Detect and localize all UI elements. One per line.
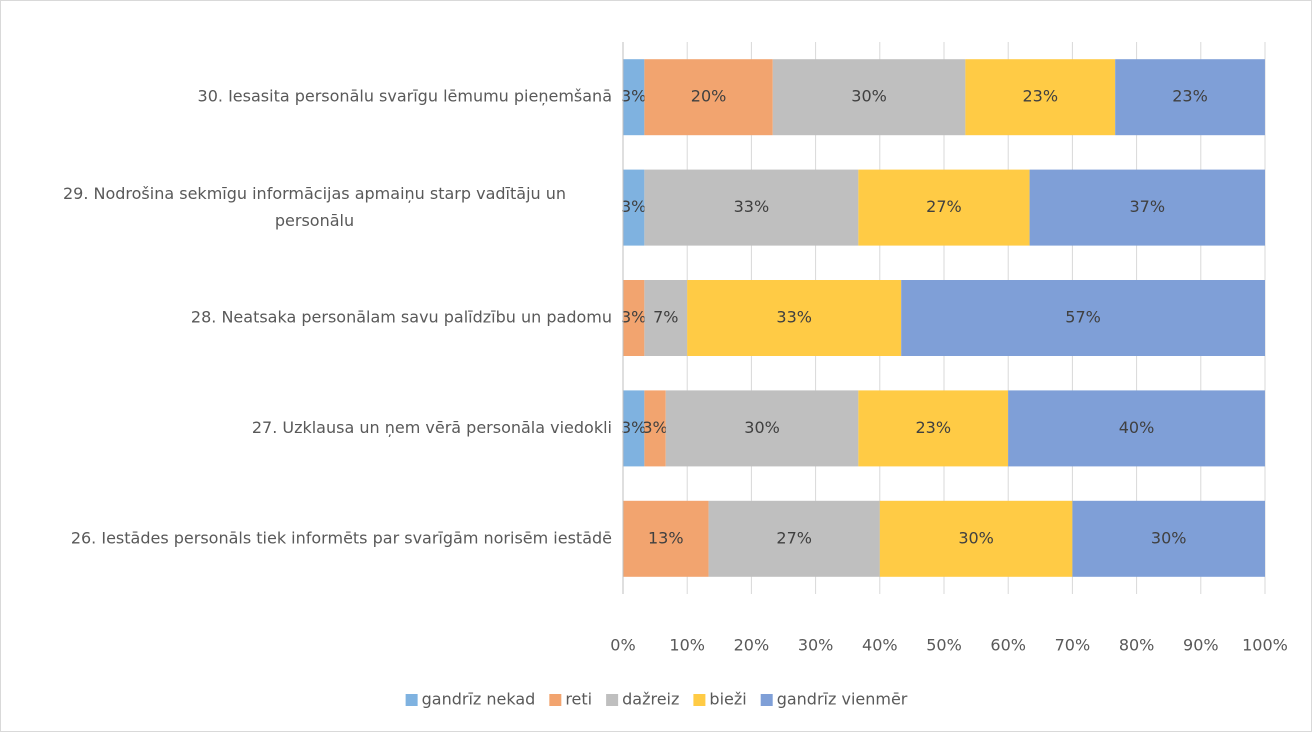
y-tick-label: 27. Uzklausa un ņem vērā personāla viedo… xyxy=(252,418,612,437)
y-tick-label: 29. Nodrošina sekmīgu informācijas apmai… xyxy=(63,184,566,230)
data-label: 57% xyxy=(1065,308,1101,327)
data-label: 23% xyxy=(1172,87,1208,106)
data-label: 33% xyxy=(734,197,770,216)
x-tick-label: 40% xyxy=(862,636,898,655)
bar-segment xyxy=(879,500,1073,577)
legend-label: bieži xyxy=(709,690,746,709)
bar-segment xyxy=(644,59,773,136)
data-label: 40% xyxy=(1119,418,1155,437)
bar-segment xyxy=(623,500,709,577)
x-tick-label: 0% xyxy=(610,636,635,655)
data-label: 7% xyxy=(653,308,678,327)
legend-label: reti xyxy=(565,690,592,709)
data-label: 3% xyxy=(621,308,646,327)
legend-label: dažreiz xyxy=(622,690,679,709)
data-label: 3% xyxy=(642,418,667,437)
legend: gandrīz nekad reti dažreiz bieži gandrīz vie… xyxy=(405,690,908,709)
bar-segment xyxy=(623,169,645,246)
bar-segment xyxy=(665,390,859,467)
x-tick-label: 20% xyxy=(734,636,770,655)
bar-segment xyxy=(708,500,880,577)
bar-segment xyxy=(1072,500,1265,577)
x-tick-label: 90% xyxy=(1183,636,1219,655)
legend-swatch xyxy=(549,694,562,706)
bar-segment xyxy=(644,169,859,246)
data-label: 30% xyxy=(1151,528,1187,547)
data-label: 30% xyxy=(958,528,994,547)
bar-segment xyxy=(623,59,645,136)
bar-segment xyxy=(901,280,1265,356)
data-label: 23% xyxy=(1022,87,1058,106)
data-label: 3% xyxy=(621,418,646,437)
data-label: 30% xyxy=(851,87,887,106)
y-tick-label: 26. Iestādes personāls tiek informēts pa… xyxy=(71,528,612,547)
bar-segment xyxy=(1115,59,1265,136)
x-tick-label: 70% xyxy=(1055,636,1091,655)
legend-swatch xyxy=(405,694,418,706)
bar-segment xyxy=(1008,390,1265,467)
bar-segment xyxy=(858,169,1030,246)
legend-swatch xyxy=(760,694,773,706)
x-tick-label: 10% xyxy=(669,636,705,655)
data-label: 20% xyxy=(691,87,727,106)
x-tick-label: 80% xyxy=(1119,636,1155,655)
bar-segment xyxy=(772,59,966,136)
x-tick-label: 100% xyxy=(1242,636,1288,655)
data-label: 33% xyxy=(776,308,812,327)
x-tick-label: 50% xyxy=(926,636,962,655)
legend-label: gandrīz nekad xyxy=(422,690,536,709)
bar-segment xyxy=(623,390,645,467)
data-label: 3% xyxy=(621,87,646,106)
data-label: 23% xyxy=(915,418,951,437)
x-tick-label: 60% xyxy=(990,636,1026,655)
data-label: 30% xyxy=(744,418,780,437)
bar-segment xyxy=(644,280,688,356)
data-label: 13% xyxy=(648,528,684,547)
bar-segment xyxy=(623,280,645,356)
bar-segment xyxy=(858,390,1009,467)
legend-swatch xyxy=(606,694,619,706)
x-tick-label: 30% xyxy=(798,636,834,655)
legend-label: gandrīz vienmēr xyxy=(777,690,908,709)
data-label: 3% xyxy=(621,197,646,216)
data-label: 27% xyxy=(926,197,962,216)
data-label: 37% xyxy=(1130,197,1166,216)
legend-swatch xyxy=(693,694,706,706)
y-tick-label: 30. Iesasita personālu svarīgu lēmumu pi… xyxy=(198,87,612,106)
bar-segment xyxy=(644,390,666,467)
bar-segment xyxy=(687,280,902,356)
bar-segment xyxy=(965,59,1116,136)
bar-segment xyxy=(1029,169,1265,246)
y-tick-label: 28. Neatsaka personālam savu palīdzību u… xyxy=(191,308,612,327)
data-label: 27% xyxy=(776,528,812,547)
